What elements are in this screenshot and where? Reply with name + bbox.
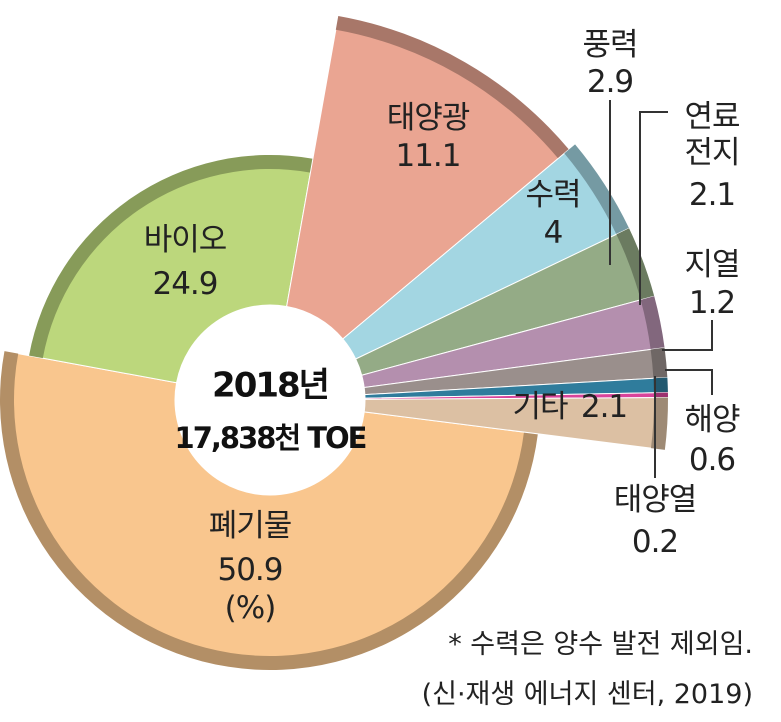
category-label: 태양광: [386, 100, 471, 136]
center-subtitle: 17,838천 TOE: [174, 421, 368, 455]
category-label: 바이오: [143, 222, 228, 258]
slice-rim: [616, 228, 655, 300]
slice-rim: [640, 296, 665, 350]
value-label: 2.1: [580, 389, 628, 425]
unit-label: (%): [224, 590, 277, 626]
category-label: 지열: [684, 247, 740, 283]
leader-line: [662, 320, 713, 351]
category-label: 태양열: [613, 482, 698, 518]
category-label: 기타: [512, 389, 568, 425]
center-title: 2018년: [212, 365, 330, 406]
source: (신·재생 에너지 센터, 2019): [421, 679, 753, 710]
category-label: 풍력: [582, 27, 638, 63]
category-label: 수력: [525, 177, 581, 213]
value-label: 2.9: [586, 64, 634, 100]
slice-rim: [653, 377, 668, 393]
value-label: 4: [543, 215, 564, 251]
slice-rim: [564, 144, 630, 235]
leader-line: [639, 111, 668, 305]
leader-line: [665, 369, 713, 395]
value-label: 11.1: [395, 138, 461, 174]
slice-rim: [653, 392, 668, 398]
slice-rim: [335, 16, 569, 159]
category-label: 폐기물: [208, 508, 293, 544]
value-label: 1.2: [688, 285, 736, 321]
value-label: 24.9: [152, 266, 218, 302]
center-hole: [175, 305, 365, 495]
value-label: 0.6: [688, 442, 736, 478]
slice-rim: [650, 347, 668, 379]
value-label: 2.1: [688, 177, 736, 213]
value-label: 50.9: [217, 552, 283, 588]
slice-rim: [29, 155, 313, 359]
value-label: 0.2: [631, 524, 679, 560]
note: * 수력은 양수 발전 제외임.: [448, 629, 753, 660]
category-label: 해양: [684, 402, 740, 438]
category-label: 연료전지: [684, 99, 740, 171]
